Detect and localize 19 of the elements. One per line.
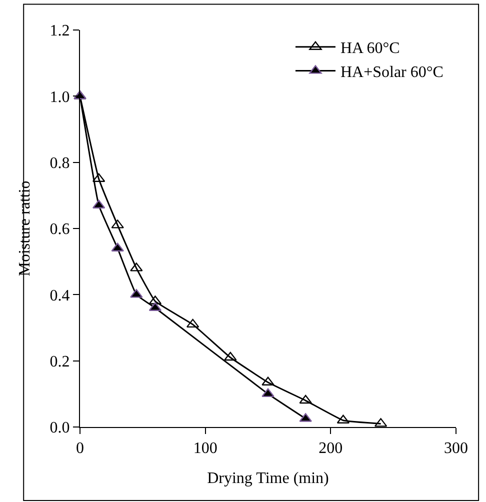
x-tick-label: 200 [318, 440, 343, 458]
point [299, 394, 312, 404]
y-tick-label: 0.2 [50, 353, 70, 370]
point [186, 318, 200, 328]
y-tick-label: 1.0 [50, 88, 70, 106]
y-tick-label: 1.2 [50, 22, 70, 40]
legend-label: HA+Solar 60°C [340, 64, 444, 81]
point [224, 352, 237, 361]
y-tick-label: 0.4 [50, 287, 70, 304]
y-tick-label: 0.6 [50, 221, 70, 238]
y-tick-label: 0.8 [50, 154, 70, 172]
x-tick-label: 100 [193, 440, 218, 458]
x-axis-title: Drying Time (min) [207, 470, 329, 487]
legend-label: HA 60°C [340, 40, 400, 58]
x-tick-label: 0 [76, 440, 84, 458]
y-tick-label: 0.0 [50, 420, 70, 437]
point [262, 388, 274, 398]
x-tick-label: 300 [444, 440, 468, 458]
y-axis-title: Moisture rattio [16, 180, 34, 276]
